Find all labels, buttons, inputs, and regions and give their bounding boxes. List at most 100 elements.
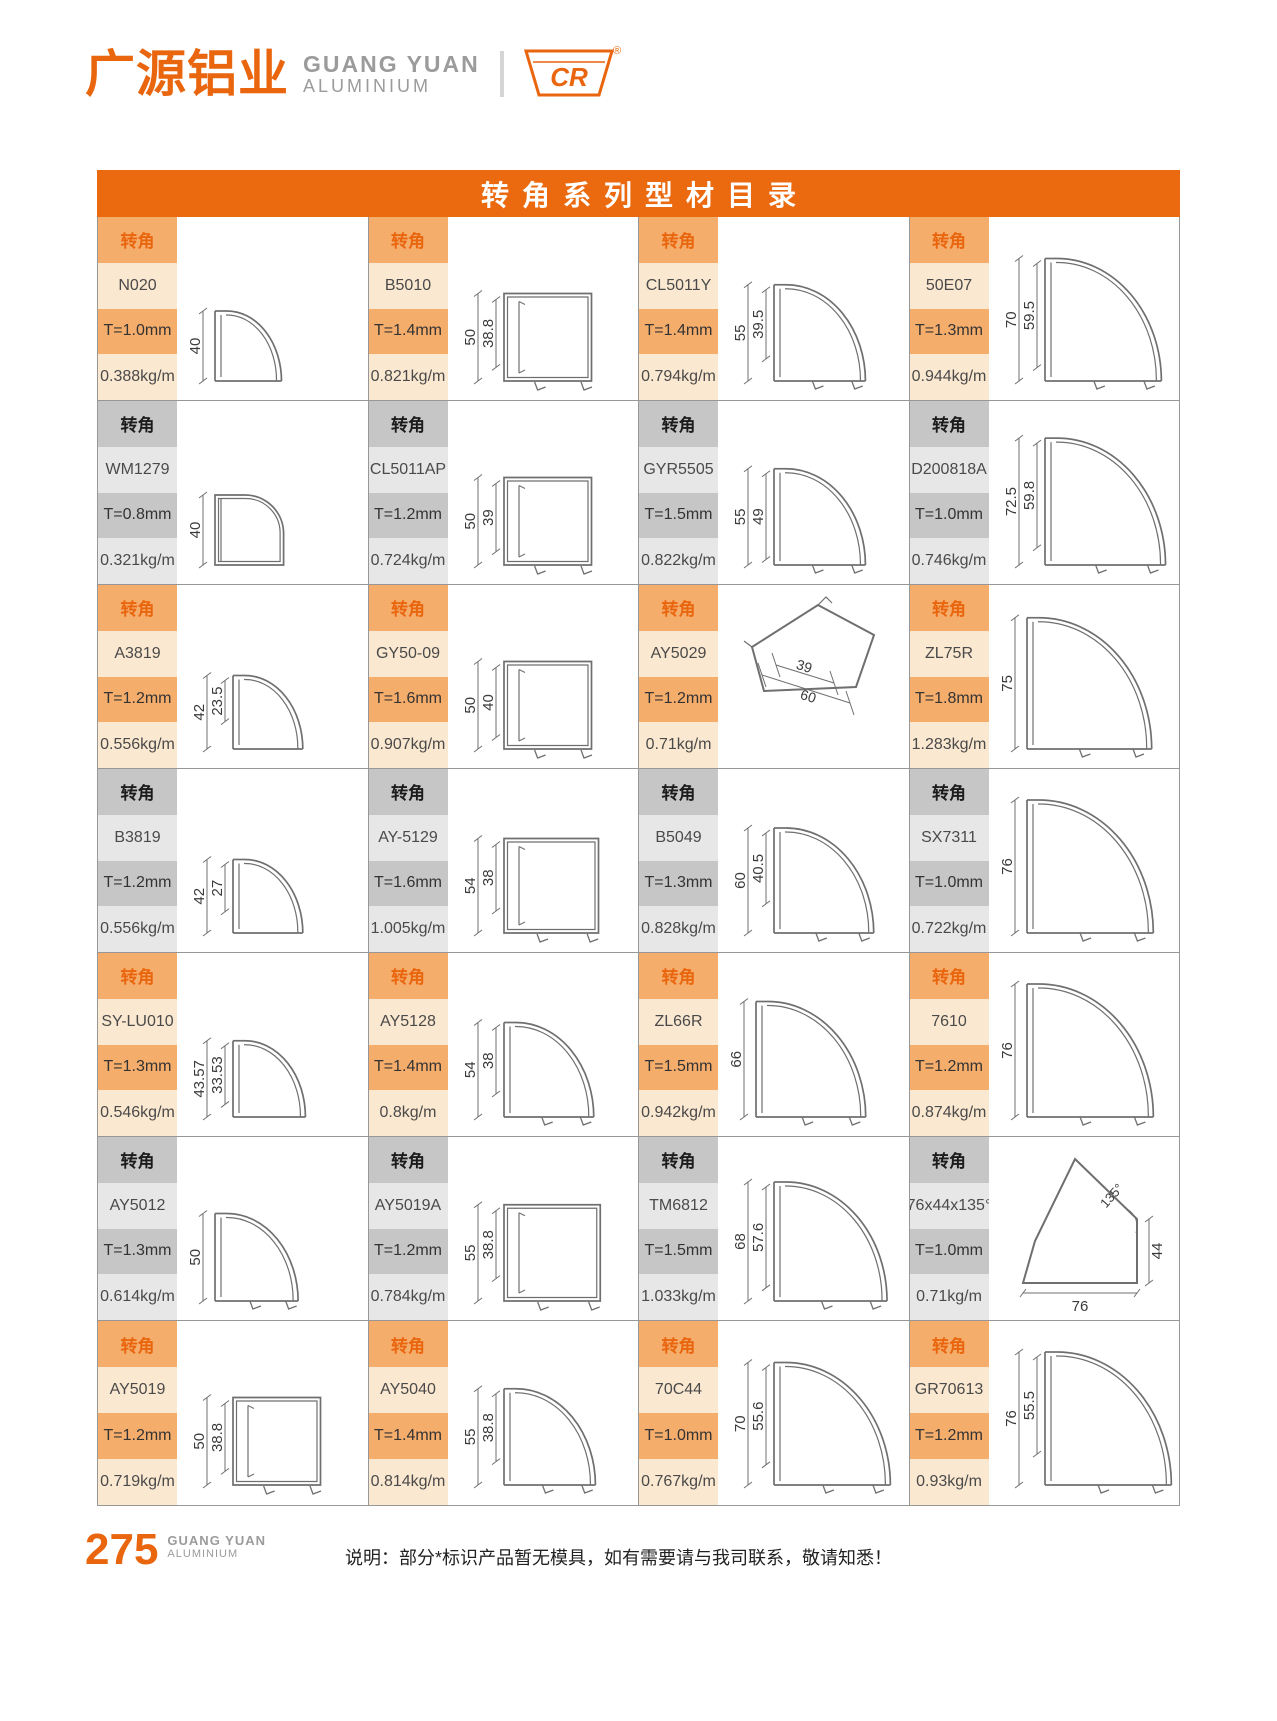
product-drawing-area: 76 xyxy=(988,769,1179,952)
product-model: GR70613 xyxy=(909,1367,989,1413)
profile-drawing: 55 38.8 xyxy=(462,1385,597,1494)
product-category-label: 转角 xyxy=(368,585,448,631)
product-thickness: T=1.5mm xyxy=(639,1044,718,1091)
product-category-label: 转角 xyxy=(639,401,718,447)
product-model: TM6812 xyxy=(639,1182,718,1229)
product-entry: 转角 B5010 T=1.4mm 0.821kg/m 50 38.8 xyxy=(368,217,639,400)
product-labels: 转角 AY5040 T=1.4mm 0.814kg/m xyxy=(368,1321,448,1505)
catalog-title-bar: 转角系列型材目录 xyxy=(97,170,1180,217)
product-category-label: 转角 xyxy=(368,401,448,447)
profile-drawing: 42 23.5 xyxy=(191,671,304,752)
dimension-label: 72.5 xyxy=(1003,486,1020,515)
product-category-label: 转角 xyxy=(909,1321,989,1367)
product-entry: 转角 7610 T=1.2mm 0.874kg/m 76 xyxy=(909,953,1179,1136)
product-weight: 0.724kg/m xyxy=(368,538,448,584)
footer-note: 说明：部分*标识产品暂无模具，如有需要请与我司联系，敬请知悉！ xyxy=(345,1548,893,1568)
profile-drawing: 50 38.8 xyxy=(462,289,593,391)
product-drawing-area: 40 xyxy=(177,217,368,400)
profile-drawing: 55 39.5 xyxy=(732,280,867,390)
company-name-chinese: 广源铝业 xyxy=(85,46,289,102)
profile-drawing: 60 40.5 xyxy=(732,824,875,942)
product-labels: 转角 AY5019A T=1.2mm 0.784kg/m xyxy=(368,1137,448,1320)
product-model: N020 xyxy=(98,262,177,309)
product-entry: 转角 AY5012 T=1.3mm 0.614kg/m 50 xyxy=(98,1137,369,1320)
product-category-label: 转角 xyxy=(909,953,989,999)
product-weight: 0.722kg/m xyxy=(909,906,989,952)
product-model: ZL75R xyxy=(909,630,989,677)
company-en-line1: GUANG YUAN xyxy=(303,51,480,78)
product-thickness: T=1.0mm xyxy=(909,492,989,539)
product-model: D200818A xyxy=(909,446,989,493)
product-model: 7610 xyxy=(909,998,989,1045)
product-thickness: T=1.4mm xyxy=(368,1044,448,1091)
dimension-label: 39 xyxy=(480,509,497,526)
product-model: AY5128 xyxy=(368,998,448,1045)
dimension-label: 68 xyxy=(732,1233,749,1250)
profile-drawing: 50 38.8 xyxy=(191,1394,322,1495)
product-entry: 转角 ZL75R T=1.8mm 1.283kg/m 75 xyxy=(909,585,1179,768)
dimension-label: 50 xyxy=(187,1248,204,1265)
profile-drawing: 55 38.8 xyxy=(462,1200,601,1311)
product-labels: 转角 70C44 T=1.0mm 0.767kg/m xyxy=(639,1321,718,1505)
product-drawing-area: 54 38 xyxy=(447,953,638,1136)
dimension-label: 55 xyxy=(462,1429,479,1446)
dimension-label: 50 xyxy=(462,328,479,345)
product-model: AY5019 xyxy=(98,1367,177,1413)
catalog-row-7: 转角 AY5019 T=1.2mm 0.719kg/m 50 38.8 转角 AY5040 T=… xyxy=(98,1321,1179,1505)
product-drawing-area: 50 39 xyxy=(447,401,638,584)
product-category-label: 转角 xyxy=(368,769,448,815)
product-entry: 转角 AY5128 T=1.4mm 0.8kg/m 54 38 xyxy=(368,953,639,1136)
page-footer: 275 GUANG YUAN ALUMINIUM 说明：部分*标识产品暂无模具，… xyxy=(85,1525,1180,1574)
catalog-row-2: 转角 WM1279 T=0.8mm 0.321kg/m 40 转角 CL5011AP T=1.… xyxy=(98,401,1179,585)
product-labels: 转角 AY5128 T=1.4mm 0.8kg/m xyxy=(368,953,448,1136)
dimension-label: 38.8 xyxy=(480,1230,497,1259)
product-thickness: T=1.2mm xyxy=(909,1044,989,1091)
product-entry: 转角 GY50-09 T=1.6mm 0.907kg/m 50 40 xyxy=(368,585,639,768)
profile-drawing: 70 55.6 xyxy=(732,1359,892,1494)
product-labels: 转角 D200818A T=1.0mm 0.746kg/m xyxy=(909,401,989,584)
svg-text:CR: CR xyxy=(550,62,588,92)
product-entry: 转角 TM6812 T=1.5mm 1.033kg/m 68 57.6 xyxy=(639,1137,910,1320)
profile-drawing: 50 39 xyxy=(462,473,593,575)
dimension-label: 70 xyxy=(1003,311,1020,328)
dimension-label: 42 xyxy=(191,887,208,904)
product-category-label: 转角 xyxy=(368,953,448,999)
product-entry: 转角 ZL66R T=1.5mm 0.942kg/m 66 xyxy=(639,953,910,1136)
footer-brand-line2: ALUMINIUM xyxy=(167,1548,239,1561)
footer-brand: GUANG YUAN ALUMINIUM xyxy=(167,1533,266,1561)
product-drawing-area: 75 xyxy=(988,585,1179,768)
product-category-label: 转角 xyxy=(98,585,177,631)
product-labels: 转角 76x44x135° T=1.0mm 0.71kg/m xyxy=(909,1137,989,1320)
company-name-english: GUANG YUAN ALUMINIUM xyxy=(303,52,480,95)
page-number: 275 xyxy=(85,1525,159,1574)
dimension-label: 42 xyxy=(191,703,208,720)
product-weight: 0.546kg/m xyxy=(98,1090,177,1136)
catalog-row-4: 转角 B3819 T=1.2mm 0.556kg/m 42 27 转角 AY-5129 T=1.… xyxy=(98,769,1179,953)
product-labels: 转角 CL5011AP T=1.2mm 0.724kg/m xyxy=(368,401,448,584)
profile-drawing: 55 49 xyxy=(732,464,867,574)
dimension-label: 44 xyxy=(1149,1242,1166,1259)
dimension-label: 54 xyxy=(462,877,479,894)
product-labels: 转角 7610 T=1.2mm 0.874kg/m xyxy=(909,953,989,1136)
product-drawing-area: 50 38.8 xyxy=(177,1321,368,1505)
product-model: AY5012 xyxy=(98,1182,177,1229)
product-drawing-area: 76 55.5 xyxy=(988,1321,1179,1505)
product-model: AY5029 xyxy=(639,630,718,677)
product-thickness: T=1.0mm xyxy=(909,1228,989,1275)
product-labels: 转角 WM1279 T=0.8mm 0.321kg/m xyxy=(98,401,177,584)
product-model: A3819 xyxy=(98,630,177,677)
product-labels: 转角 CL5011Y T=1.4mm 0.794kg/m xyxy=(639,217,718,400)
dimension-label: 43.57 xyxy=(191,1060,208,1098)
profile-drawing: 66 xyxy=(728,997,867,1126)
product-weight: 0.8kg/m xyxy=(368,1090,448,1136)
product-weight: 0.93kg/m xyxy=(909,1459,989,1505)
product-entry: 转角 AY5019A T=1.2mm 0.784kg/m 55 38.8 xyxy=(368,1137,639,1320)
dimension-label: 40.5 xyxy=(750,853,767,882)
product-model: WM1279 xyxy=(98,446,177,493)
company-logo-icon: CR ® xyxy=(520,42,624,106)
product-weight: 0.942kg/m xyxy=(639,1090,718,1136)
product-model: 70C44 xyxy=(639,1367,718,1413)
product-category-label: 转角 xyxy=(639,585,718,631)
